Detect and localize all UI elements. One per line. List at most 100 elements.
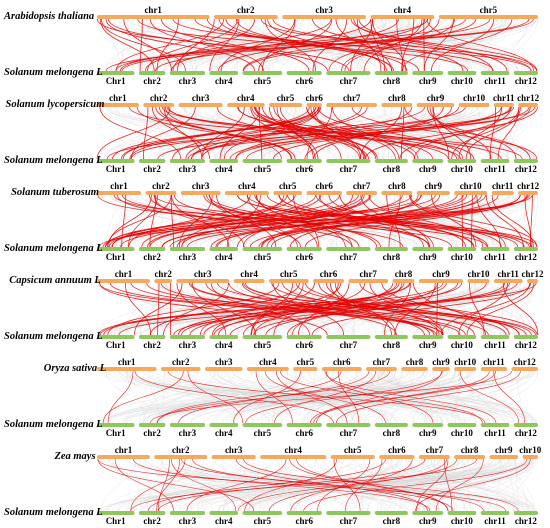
synteny-link xyxy=(111,458,173,512)
query-chromosome-bar xyxy=(227,103,265,107)
synteny-link xyxy=(235,18,393,72)
synteny-link xyxy=(375,106,536,160)
synteny-link xyxy=(222,458,371,512)
reference-chromosome-bar xyxy=(326,247,371,251)
synteny-link xyxy=(178,458,205,512)
synteny-link xyxy=(103,282,411,336)
query-chromosome-label: chr7 xyxy=(353,181,371,191)
query-chromosome-bar xyxy=(418,279,463,283)
reference-chromosome-label: chr7 xyxy=(340,252,358,262)
synteny-link xyxy=(115,194,321,248)
synteny-link xyxy=(438,18,489,72)
reference-chromosome-bar xyxy=(513,71,538,75)
reference-chromosome-label: chr7 xyxy=(340,76,358,86)
query-chromosome-bar xyxy=(282,15,366,19)
synteny-link xyxy=(265,282,487,336)
panel-4: chr1 chr2 chr3 chr4 chr5 chr6 chr7 chr8 chr9 chr1… xyxy=(4,269,544,350)
query-chromosome-label: chr7 xyxy=(426,445,444,455)
synteny-link xyxy=(161,458,205,512)
query-chromosome-bar xyxy=(97,367,157,371)
synteny-link xyxy=(144,18,332,72)
query-chromosome-bar xyxy=(458,103,490,107)
synteny-link xyxy=(384,282,411,336)
synteny-link xyxy=(106,18,140,72)
synteny-link xyxy=(350,18,538,72)
synteny-link xyxy=(307,370,466,424)
synteny-link xyxy=(469,282,485,336)
reference-chromosome-label: chr4 xyxy=(215,428,233,438)
synteny-link xyxy=(285,458,292,512)
synteny-link xyxy=(96,18,350,72)
synteny-link xyxy=(173,194,360,248)
reference-chromosome-label: chr2 xyxy=(143,76,161,86)
synteny-link xyxy=(96,106,171,160)
synteny-link xyxy=(139,18,143,72)
query-chromosome-label: chr8 xyxy=(388,181,406,191)
synteny-link xyxy=(280,106,519,160)
reference-chromosome-bar xyxy=(513,423,538,427)
query-chromosome-label: chr10 xyxy=(460,181,482,191)
query-chromosome-bar xyxy=(346,191,378,195)
reference-chromosome-bar xyxy=(447,335,477,339)
reference-species-label: Solanum melongena L xyxy=(4,155,103,166)
reference-chromosome-label: chr9 xyxy=(419,164,437,174)
reference-chromosome-bar xyxy=(447,71,477,75)
synteny-link xyxy=(435,458,484,512)
reference-chromosome-bar xyxy=(138,511,166,515)
synteny-link xyxy=(329,282,392,336)
synteny-link xyxy=(293,194,320,248)
synteny-link xyxy=(404,106,531,160)
reference-chromosome-label: chr7 xyxy=(340,428,358,438)
reference-chromosome-bar xyxy=(412,511,444,515)
synteny-link xyxy=(172,106,319,160)
query-chromosome-bar xyxy=(392,279,415,283)
query-chromosome-bar xyxy=(273,191,303,195)
synteny-link xyxy=(124,282,152,336)
reference-chromosome-bar xyxy=(447,511,477,515)
synteny-link xyxy=(140,282,164,336)
query-chromosome-bar xyxy=(97,15,210,19)
query-chromosome-bar xyxy=(416,103,455,107)
query-chromosome-bar xyxy=(145,191,177,195)
synteny-link xyxy=(311,282,532,336)
synteny-link xyxy=(500,282,536,336)
reference-chromosome-label: chr4 xyxy=(215,340,233,350)
query-chromosome-bar xyxy=(154,279,172,283)
reference-chromosome-label: Chr1 xyxy=(106,252,126,262)
reference-chromosome-bar xyxy=(242,247,283,251)
reference-chromosome-bar xyxy=(480,335,510,339)
synteny-link xyxy=(376,370,449,424)
synteny-link xyxy=(315,194,502,248)
synteny-link xyxy=(223,106,320,160)
query-chromosome-bar xyxy=(97,455,150,459)
panel-3: chr1 chr2 chr3 chr4 chr5 chr6 chr7 chr8 chr9 chr1… xyxy=(4,181,540,262)
reference-chromosome-bar xyxy=(97,511,135,515)
query-chromosome-bar xyxy=(97,103,139,107)
synteny-link xyxy=(440,282,530,336)
synteny-link xyxy=(227,370,267,424)
synteny-link xyxy=(138,370,226,424)
reference-chromosome-bar xyxy=(97,335,135,339)
synteny-link xyxy=(158,458,170,512)
synteny-link xyxy=(251,282,304,336)
reference-chromosome-bar xyxy=(480,71,510,75)
synteny-link xyxy=(328,18,431,72)
synteny-link xyxy=(310,458,500,512)
reference-chromosome-bar xyxy=(480,159,510,163)
query-chromosome-bar xyxy=(438,15,538,19)
query-chromosome-label: chr9 xyxy=(425,181,443,191)
query-chromosome-label: chr1 xyxy=(144,5,162,15)
synteny-link xyxy=(429,106,492,160)
synteny-link xyxy=(356,18,382,72)
synteny-link xyxy=(171,458,237,512)
synteny-link xyxy=(386,370,529,424)
synteny-link xyxy=(369,282,444,336)
synteny-link xyxy=(162,370,165,424)
synteny-link xyxy=(115,18,466,72)
reference-chromosome-label: chr11 xyxy=(484,252,506,262)
query-chromosome-bar xyxy=(224,191,269,195)
query-chromosome-label: chr10 xyxy=(468,269,490,279)
reference-chromosome-bar xyxy=(169,71,206,75)
synteny-link xyxy=(108,458,401,512)
reference-chromosome-bar xyxy=(97,71,135,75)
